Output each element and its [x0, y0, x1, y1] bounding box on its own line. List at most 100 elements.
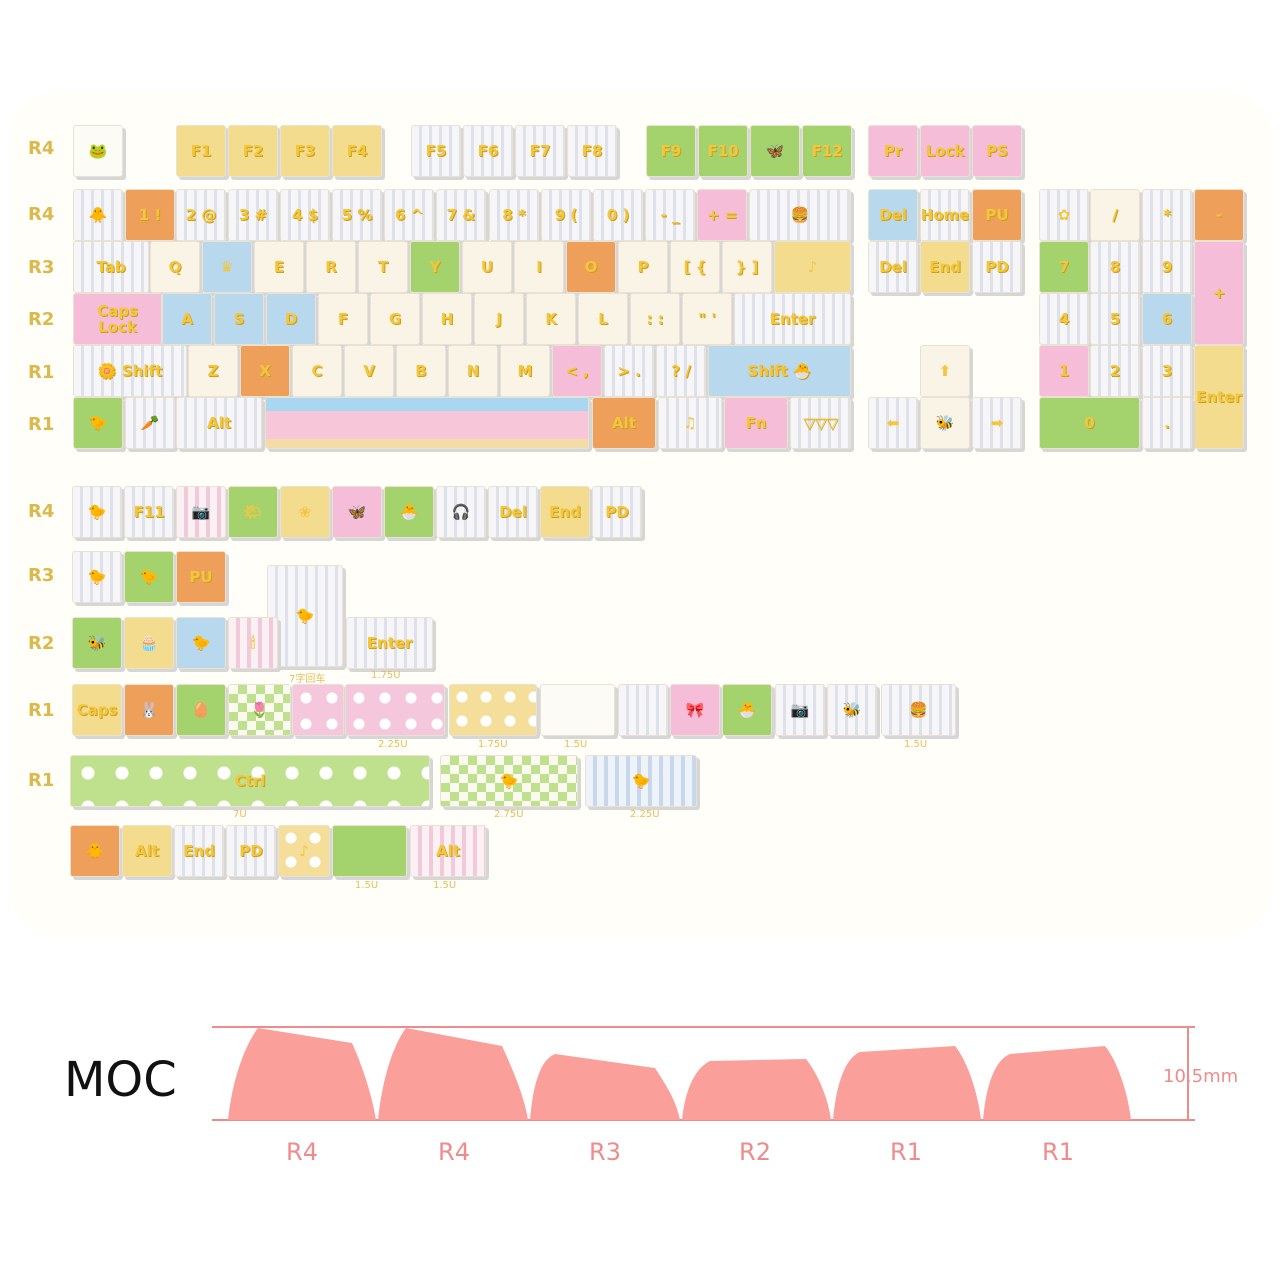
keycap-decor[interactable]: / — [1090, 189, 1140, 241]
keycap-decor[interactable]: 🐝 — [827, 684, 877, 736]
keycap-enter[interactable]: Enter — [346, 617, 433, 669]
keycap-x[interactable]: X — [240, 345, 290, 397]
keycap-decor[interactable]: 🐤 — [72, 486, 122, 538]
keycap-1[interactable]: 1 — [1039, 345, 1089, 397]
keycap-n[interactable]: N — [448, 345, 498, 397]
keycap-end[interactable]: End — [174, 825, 224, 877]
keycap-end[interactable]: End — [920, 241, 970, 293]
keycap-decor[interactable]: 🥕 — [125, 397, 175, 449]
keycap-decor[interactable]: " ' — [682, 293, 732, 345]
keycap-decor[interactable]: 🌤 — [228, 486, 278, 538]
keycap-t[interactable]: T — [358, 241, 408, 293]
keycap-decor[interactable] — [265, 397, 589, 449]
keycap-decor[interactable]: [ { — [670, 241, 720, 293]
keycap-decor[interactable]: 🐤 — [73, 397, 123, 449]
keycap-f4[interactable]: F4 — [332, 125, 382, 177]
keycap-decor[interactable]: 🐸 — [73, 125, 123, 177]
keycap-3[interactable]: 3 # — [228, 189, 278, 241]
keycap-decor[interactable]: 🐥 — [73, 189, 123, 241]
keycap-decor[interactable]: 🕯 — [228, 617, 278, 669]
keycap-lock[interactable]: Lock — [920, 125, 970, 177]
keycap-o[interactable]: O — [566, 241, 616, 293]
keycap-decor[interactable]: ♛ — [202, 241, 252, 293]
keycap-5[interactable]: 5 % — [332, 189, 382, 241]
keycap-decor[interactable]: ♪ — [774, 241, 851, 293]
keycap-pd[interactable]: PD — [972, 241, 1022, 293]
keycap-decor[interactable]: 🎀 — [670, 684, 720, 736]
keycap-7[interactable]: 7 — [1039, 241, 1089, 293]
keycap-6[interactable]: 6 — [1142, 293, 1192, 345]
keycap-7[interactable]: 7 & — [436, 189, 486, 241]
keycap-8[interactable]: 8 * — [489, 189, 539, 241]
keycap-v[interactable]: V — [344, 345, 394, 397]
keycap-caps[interactable]: Caps — [72, 684, 122, 736]
keycap-decor[interactable]: - — [1194, 189, 1244, 241]
keycap-decor[interactable]: ? / — [656, 345, 706, 397]
keycap-decor[interactable] — [540, 684, 615, 736]
keycap-fn[interactable]: Fn — [724, 397, 788, 449]
keycap-9[interactable]: 9 ( — [541, 189, 591, 241]
keycap-decor[interactable]: : : — [630, 293, 680, 345]
keycap-0[interactable]: 0 — [1039, 397, 1140, 449]
keycap-decor[interactable] — [618, 684, 668, 736]
keycap-decor[interactable]: - _ — [645, 189, 695, 241]
keycap-decor[interactable]: > . — [604, 345, 654, 397]
keycap-s[interactable]: S — [214, 293, 264, 345]
keycap-shift[interactable]: Shift 🐣 — [708, 345, 851, 397]
keycap-decor[interactable]: 🌷 — [228, 684, 291, 736]
keycap-decor[interactable]: 🐣 — [722, 684, 772, 736]
keycap-f2[interactable]: F2 — [228, 125, 278, 177]
keycap-pu[interactable]: PU — [972, 189, 1022, 241]
keycap-alt[interactable]: Alt — [592, 397, 656, 449]
keycap-pu[interactable]: PU — [176, 551, 226, 603]
keycap-del[interactable]: Del — [868, 189, 918, 241]
keycap-a[interactable]: A — [162, 293, 212, 345]
keycap-decor[interactable]: 🎧 — [436, 486, 486, 538]
keycap-h[interactable]: H — [422, 293, 472, 345]
keycap-f[interactable]: F — [318, 293, 368, 345]
keycap-0[interactable]: 0 ) — [593, 189, 643, 241]
keycap-decor[interactable]: . — [1142, 397, 1192, 449]
keycap-decor[interactable]: 🐥 — [70, 825, 120, 877]
keycap-decor[interactable] — [332, 825, 407, 877]
keycap-q[interactable]: Q — [150, 241, 200, 293]
keycap-m[interactable]: M — [500, 345, 550, 397]
keycap-end[interactable]: End — [540, 486, 590, 538]
keycap-decor[interactable]: 🦋 — [750, 125, 800, 177]
keycap-decor[interactable]: 🐰 — [124, 684, 174, 736]
keycap-decor[interactable]: 🐤 — [440, 755, 578, 807]
keycap-decor[interactable]: 📷 — [775, 684, 825, 736]
keycap-enter[interactable]: Enter — [1194, 345, 1244, 449]
keycap-z[interactable]: Z — [188, 345, 238, 397]
keycap-decor[interactable]: 🥚 — [176, 684, 226, 736]
keycap-decor[interactable]: + — [1194, 241, 1244, 345]
keycap-pr[interactable]: Pr — [868, 125, 918, 177]
keycap-pd[interactable]: PD — [592, 486, 642, 538]
keycap-decor[interactable]: 🐤 — [585, 755, 697, 807]
keycap-shift[interactable]: 🌼 Shift — [73, 345, 187, 397]
keycap-l[interactable]: L — [578, 293, 628, 345]
keycap-j[interactable]: J — [474, 293, 524, 345]
keycap-decor[interactable] — [345, 684, 445, 736]
keycap-pd[interactable]: PD — [226, 825, 276, 877]
keycap-1[interactable]: 1 ! — [125, 189, 175, 241]
keycap-decor[interactable]: ♫ — [658, 397, 722, 449]
keycap-ps[interactable]: PS — [972, 125, 1022, 177]
keycap-2[interactable]: 2 — [1090, 345, 1140, 397]
keycap-caps-lock[interactable]: Caps Lock — [73, 293, 162, 345]
keycap-9[interactable]: 9 — [1142, 241, 1192, 293]
keycap-y[interactable]: Y — [410, 241, 460, 293]
keycap-decor[interactable]: ⬆ — [920, 345, 970, 397]
keycap-alt[interactable]: Alt — [410, 825, 486, 877]
keycap-u[interactable]: U — [462, 241, 512, 293]
keycap-decor[interactable]: ✿ — [1039, 189, 1089, 241]
keycap-decor[interactable]: ▽▽▽ — [790, 397, 851, 449]
keycap-b[interactable]: B — [396, 345, 446, 397]
keycap-del[interactable]: Del — [868, 241, 918, 293]
keycap-f1[interactable]: F1 — [176, 125, 226, 177]
keycap-4[interactable]: 4 $ — [280, 189, 330, 241]
keycap-f9[interactable]: F9 — [646, 125, 696, 177]
keycap-4[interactable]: 4 — [1039, 293, 1089, 345]
keycap-decor[interactable]: 🐣 — [384, 486, 434, 538]
keycap-decor[interactable]: 🦋 — [332, 486, 382, 538]
